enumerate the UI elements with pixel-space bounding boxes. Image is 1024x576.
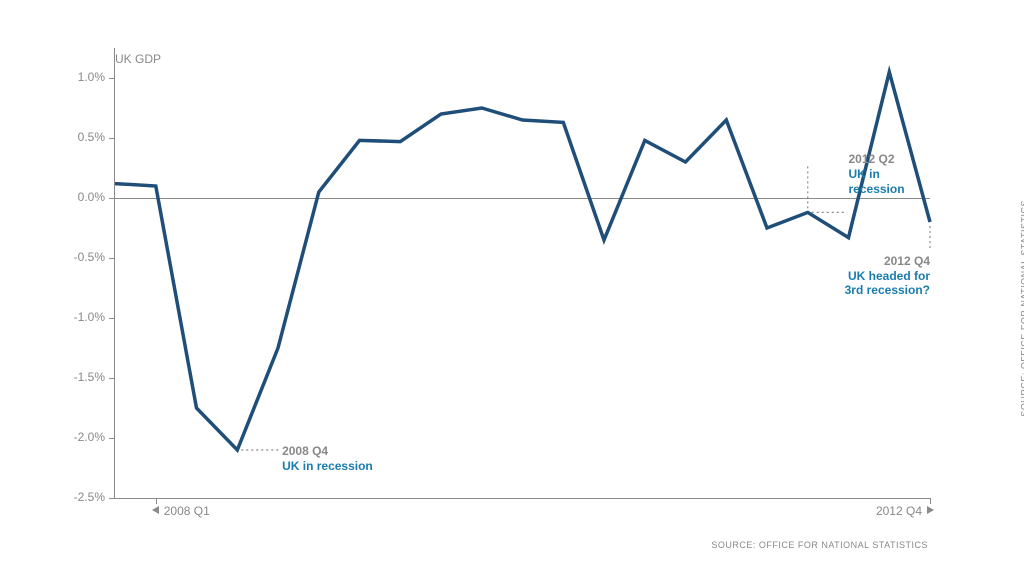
y-tick-label: -0.5% [74,250,105,264]
annotation-period: 2012 Q2 [849,152,895,166]
annotation-period: 2008 Q4 [282,444,328,458]
y-tick-label: -1.5% [74,370,105,384]
y-tick-mark [109,438,115,439]
y-axis-line [114,48,115,498]
y-tick-mark [109,258,115,259]
uk-gdp-line [115,72,930,450]
arrow-right-icon [927,506,934,514]
annotation-caption: UK headed for3rd recession? [845,269,930,298]
y-tick-label: 0.0% [78,190,105,204]
y-tick-label: 0.5% [78,130,105,144]
y-tick-mark [109,318,115,319]
y-tick-label: -2.0% [74,430,105,444]
y-tick-mark [109,138,115,139]
x-tick-label: 2008 Q1 [164,504,210,518]
y-tick-mark [109,78,115,79]
annotation-period: 2012 Q4 [884,254,930,268]
annotation-caption: UK in recession [282,459,373,473]
y-tick-label: -1.0% [74,310,105,324]
zero-line [115,198,930,199]
annotation-caption: UK inrecession [849,167,905,196]
y-tick-mark [109,198,115,199]
y-tick-mark [109,498,115,499]
y-tick-mark [109,378,115,379]
x-tick-mark [930,498,931,504]
y-tick-label: 1.0% [78,70,105,84]
x-tick-mark [156,498,157,504]
x-tick-label: 2012 Q4 [876,504,922,518]
source-bottom: SOURCE: OFFICE FOR NATIONAL STATISTICS [711,540,928,550]
y-tick-label: -2.5% [74,490,105,504]
source-right: SOURCE: OFFICE FOR NATIONAL STATISTICS [1020,200,1024,417]
legend-label: UK GDP [115,52,161,66]
x-axis-line [115,498,930,499]
arrow-left-icon [152,506,159,514]
